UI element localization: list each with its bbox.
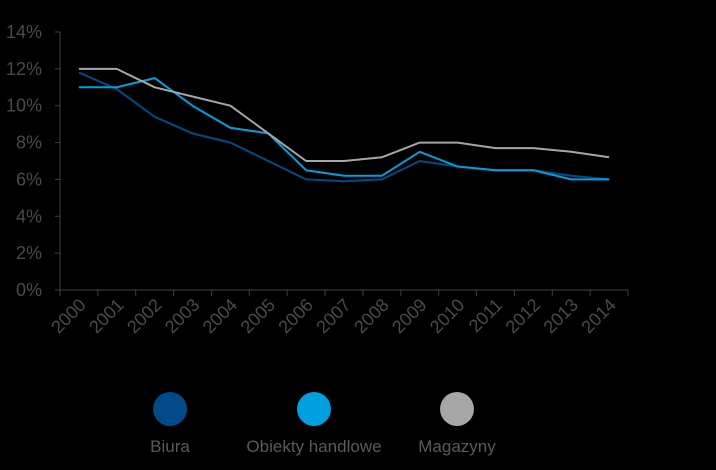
x-tick-label: 2001 bbox=[85, 295, 127, 337]
x-tick-label: 2004 bbox=[199, 295, 241, 337]
x-tick-label: 2011 bbox=[465, 295, 507, 337]
x-tick-label: 2012 bbox=[502, 295, 544, 337]
legend-label-0: Biura bbox=[150, 437, 190, 456]
legend: Biura Obiekty handlowe Magazyny bbox=[150, 392, 496, 456]
x-tick-label: 2008 bbox=[350, 295, 392, 337]
x-tick-label: 2013 bbox=[540, 295, 582, 337]
x-tick-label: 2006 bbox=[275, 295, 317, 337]
y-tick-label: 0% bbox=[16, 280, 42, 300]
series-line-1 bbox=[78, 77, 610, 181]
y-tick-label: 14% bbox=[6, 22, 42, 42]
y-tick-label: 10% bbox=[6, 96, 42, 116]
legend-marker-0 bbox=[153, 392, 187, 426]
y-tick-label: 12% bbox=[6, 59, 42, 79]
x-tick-label: 2005 bbox=[237, 295, 279, 337]
y-tick-label: 6% bbox=[16, 169, 42, 189]
x-tick-label: 2002 bbox=[123, 295, 165, 337]
x-tick-label: 2010 bbox=[426, 295, 468, 337]
series-line-2 bbox=[78, 67, 610, 162]
x-tick-label: 2000 bbox=[47, 295, 89, 337]
y-axis: 0% 2% 4% 6% 8% 10% 12% 14% bbox=[6, 22, 61, 300]
x-tick-label: 2003 bbox=[161, 295, 203, 337]
y-tick-label: 4% bbox=[16, 206, 42, 226]
y-tick-label: 2% bbox=[16, 243, 42, 263]
series-lines bbox=[78, 67, 610, 183]
x-axis: 2000200120022003200420052006200720082009… bbox=[47, 289, 629, 337]
legend-marker-2 bbox=[440, 392, 474, 426]
x-tick-label: 2014 bbox=[577, 295, 619, 337]
y-tick-label: 8% bbox=[16, 133, 42, 153]
legend-marker-1 bbox=[297, 392, 331, 426]
x-tick-label: 2009 bbox=[388, 295, 430, 337]
legend-label-2: Magazyny bbox=[418, 437, 496, 456]
x-tick-label: 2007 bbox=[312, 295, 354, 337]
legend-label-1: Obiekty handlowe bbox=[246, 437, 381, 456]
